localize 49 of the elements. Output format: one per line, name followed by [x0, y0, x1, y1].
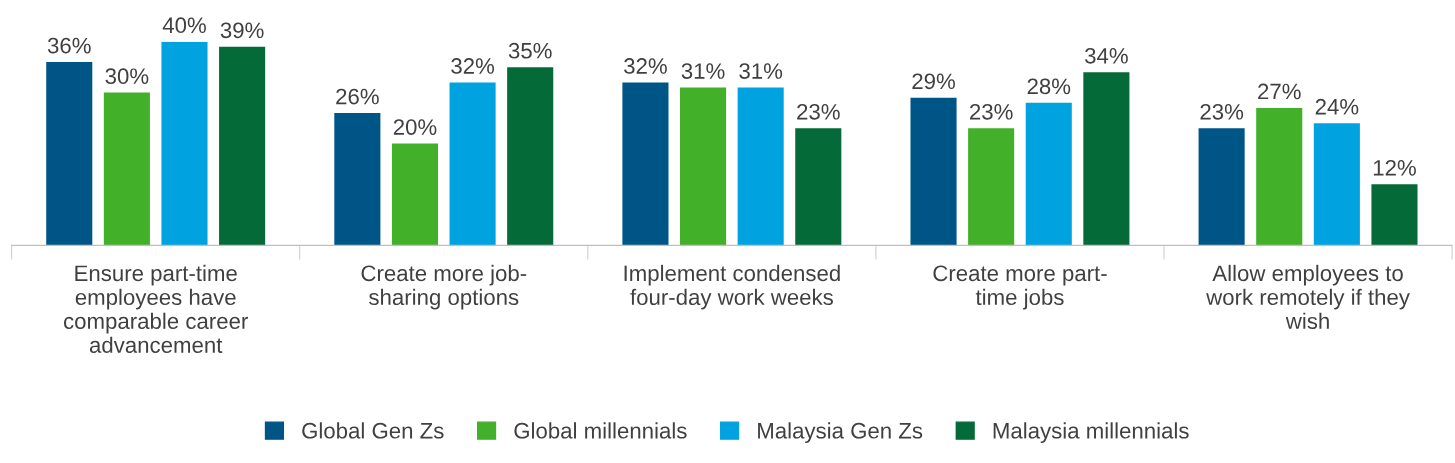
data-label: 31%: [739, 63, 783, 79]
data-label: 36%: [47, 37, 91, 54]
data-label: 29%: [912, 73, 955, 90]
bar: [334, 112, 381, 246]
bar: [449, 82, 496, 246]
bar: [737, 87, 784, 246]
data-label: 35%: [508, 42, 552, 59]
bar: [507, 67, 554, 246]
bar: [391, 143, 439, 246]
x-tick-label: Implement condensed four-day work weeks: [624, 264, 840, 310]
bar: [1083, 72, 1130, 246]
bar: [795, 128, 842, 246]
bar: [968, 128, 1015, 246]
bar: [1198, 128, 1245, 246]
legend-label: Global millennials: [514, 422, 687, 439]
bar: [103, 92, 150, 246]
data-label: 32%: [451, 58, 495, 74]
bar: [1025, 102, 1072, 246]
data-label: 39%: [220, 22, 264, 39]
bar: [1256, 107, 1303, 246]
data-label: 20%: [393, 119, 437, 135]
legend-label: Malaysia millennials: [993, 422, 1189, 443]
data-label: 24%: [1315, 98, 1359, 115]
bar: [1313, 123, 1360, 246]
data-label: 23%: [970, 103, 1013, 120]
x-tick-label: Create more part- time jobs: [933, 265, 1107, 310]
data-label: 34%: [1084, 47, 1128, 64]
data-label: 40%: [162, 17, 206, 34]
data-label: 23%: [797, 103, 840, 120]
legend-label: Global Gen Zs: [302, 422, 444, 439]
bar: [161, 41, 208, 246]
data-label: 26%: [336, 88, 379, 105]
legend-label: Malaysia Gen Zs: [758, 422, 923, 443]
bar: [46, 62, 93, 246]
data-label: 23%: [1200, 103, 1244, 120]
data-label: 32%: [624, 58, 667, 74]
bar: [622, 82, 669, 246]
data-label: 27%: [1258, 83, 1301, 100]
x-tick-label: Create more job- sharing options: [361, 264, 527, 310]
bar: [1371, 184, 1418, 246]
data-label: 28%: [1027, 78, 1071, 95]
data-label: 12%: [1373, 159, 1416, 176]
data-label: 31%: [681, 63, 725, 79]
x-tick-label: Allow employees to work remotely if they wish: [1206, 264, 1410, 330]
bar: [219, 46, 266, 246]
bar: [910, 97, 957, 246]
bar: [680, 87, 727, 246]
data-label: 30%: [105, 68, 149, 85]
x-tick-label: Ensure part-time employees have comparable career advancement: [64, 264, 248, 353]
